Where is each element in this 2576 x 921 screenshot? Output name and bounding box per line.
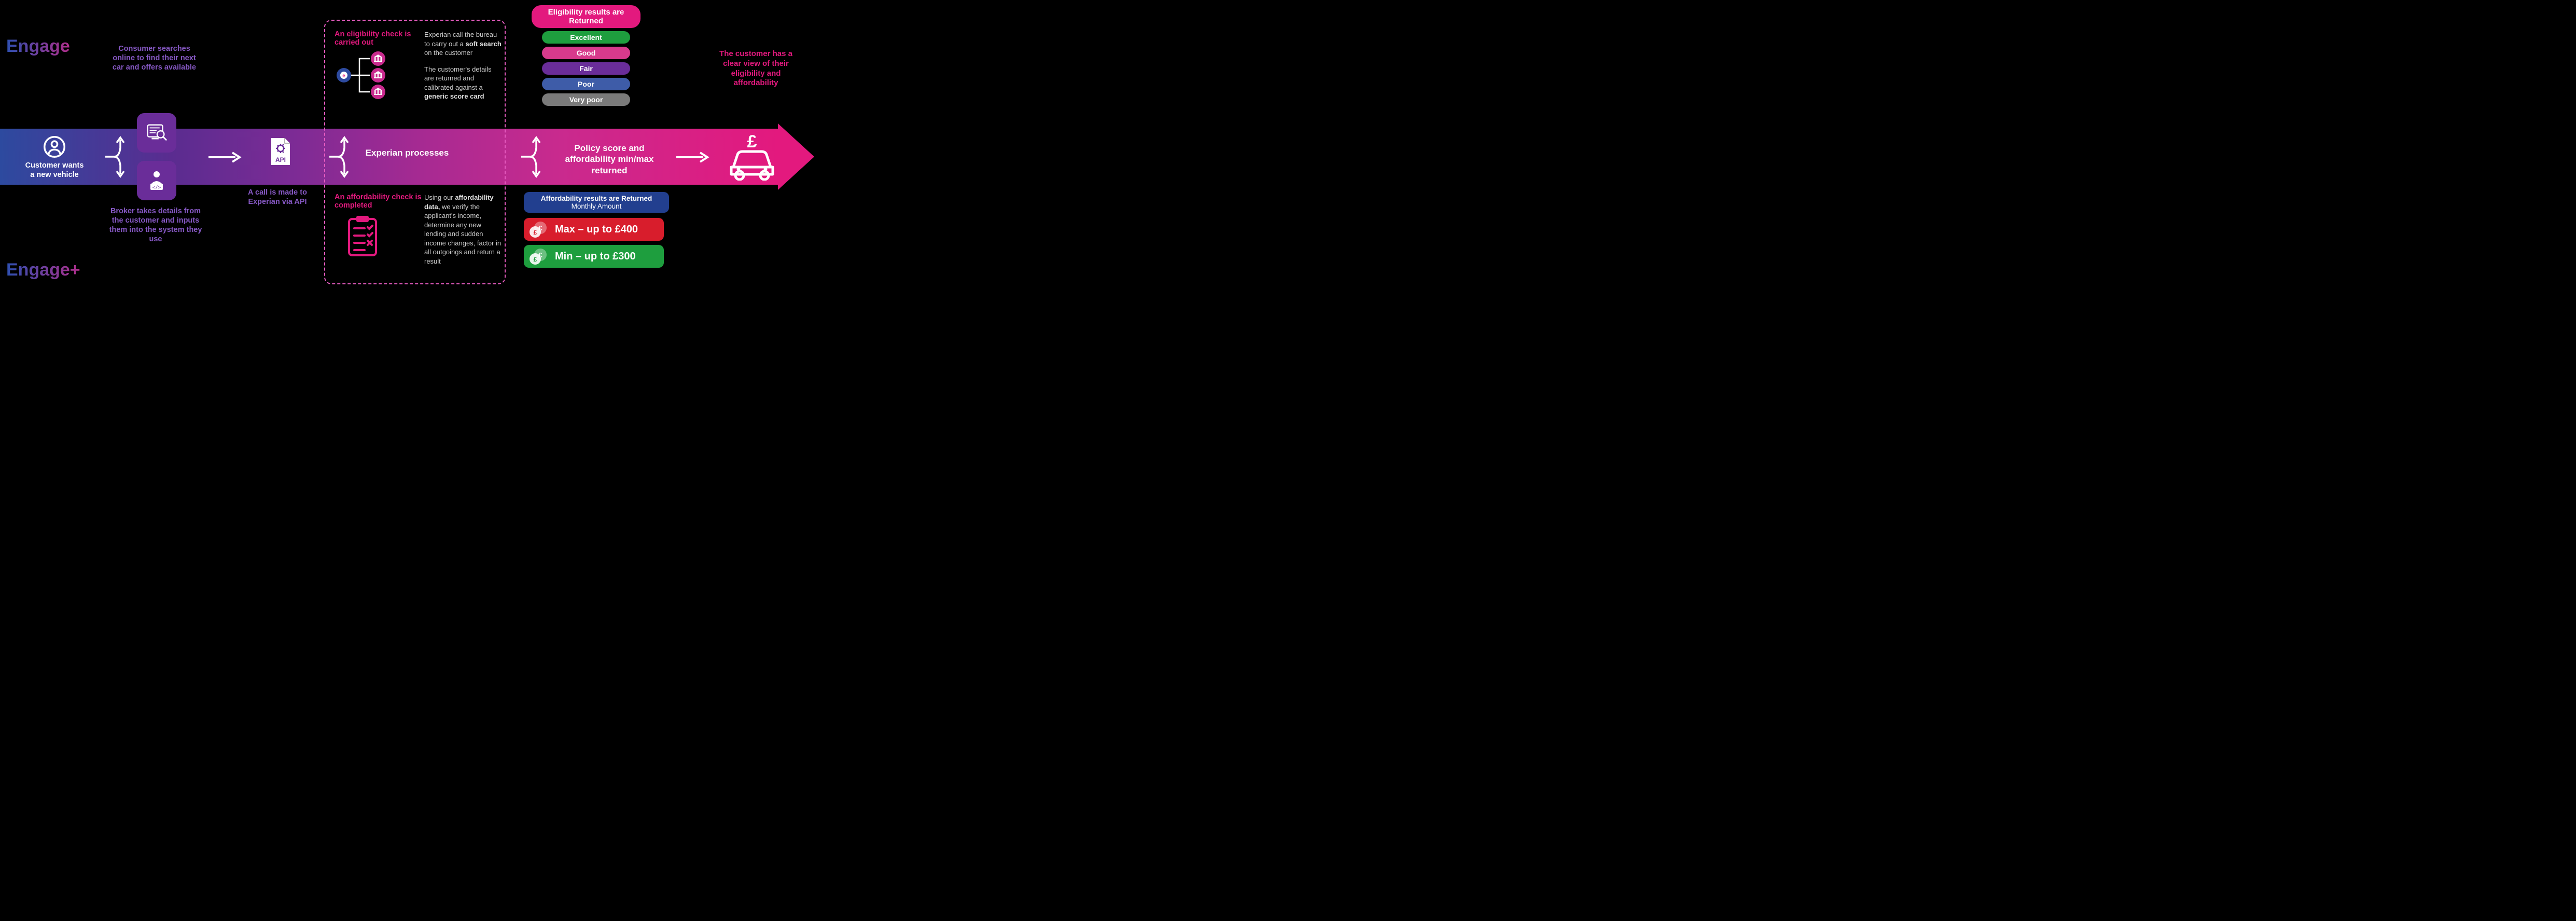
search-tile — [137, 113, 176, 153]
consumer-block: Consumer searches online to find their n… — [109, 44, 200, 72]
rating-good: Good — [542, 47, 630, 59]
affordability-title: An affordability check is completed — [335, 193, 423, 210]
affordability-results: Affordability results are Returned Month… — [524, 192, 674, 272]
api-file-icon: API — [267, 137, 293, 167]
car-pound-icon: £ — [726, 133, 778, 181]
svg-text:£: £ — [538, 251, 542, 259]
api-label: A call is made to Experian via API — [239, 188, 316, 207]
engage-label-bottom: Engage+ — [6, 260, 80, 280]
eligibility-desc: Experian call the bureau to carry out a … — [424, 30, 502, 101]
eligibility-header: Eligibility results are Returned — [532, 5, 640, 28]
affordability-header: Affordability results are Returned Month… — [524, 192, 669, 213]
affordability-min: £ £ Min – up to £300 — [524, 245, 664, 268]
broker-icon: </> — [144, 168, 169, 193]
rating-verypoor: Very poor — [542, 93, 630, 106]
eligibility-check-block: An eligibility check is carried out e — [335, 30, 423, 103]
experian-processes-label: Experian processes — [363, 147, 451, 158]
consumer-text: Consumer searches online to find their n… — [109, 44, 200, 72]
eligibility-title: An eligibility check is carried out — [335, 30, 423, 47]
engage-label-top: Engage — [6, 36, 70, 57]
svg-text:£: £ — [534, 229, 537, 236]
broker-text: Broker takes details from the customer a… — [106, 207, 205, 244]
policy-score-label: Policy score and affordability min/max r… — [555, 143, 664, 176]
affordability-check-block: An affordability check is completed — [335, 193, 423, 261]
bureau-network-icon: e — [335, 51, 402, 100]
coins-icon-min: £ £ — [528, 248, 549, 265]
arrow-right-1 — [206, 150, 243, 164]
api-node: API — [249, 137, 311, 167]
eligibility-desc-1: Experian call the bureau to carry out a … — [424, 30, 502, 58]
affordability-max: £ £ Max – up to £400 — [524, 218, 664, 241]
rating-excellent: Excellent — [542, 31, 630, 44]
split-arrow-1 — [103, 132, 134, 182]
affordability-desc: Using our affordability data, we verify … — [424, 193, 502, 266]
svg-text:£: £ — [747, 133, 757, 152]
split-arrow-2 — [327, 132, 358, 182]
screen-search-icon — [145, 121, 169, 145]
person-icon — [44, 136, 65, 158]
rating-fair: Fair — [542, 62, 630, 75]
broker-block: Broker takes details from the customer a… — [106, 207, 205, 244]
split-arrow-3 — [519, 132, 550, 182]
node-customer: Customer wants a new vehicle — [10, 136, 99, 180]
node-customer-label: Customer wants a new vehicle — [10, 161, 99, 180]
svg-text:e: e — [342, 73, 345, 79]
rating-poor: Poor — [542, 78, 630, 90]
final-label: The customer has a clear view of their e… — [716, 49, 796, 88]
svg-text:API: API — [275, 156, 286, 163]
arrow-right-2 — [674, 150, 711, 164]
eligibility-results: Eligibility results are Returned Excelle… — [532, 5, 640, 109]
broker-tile: </> — [137, 161, 176, 200]
svg-text:£: £ — [534, 256, 537, 263]
svg-text:</>: </> — [152, 185, 161, 190]
svg-text:£: £ — [538, 224, 542, 232]
eligibility-desc-2: The customer's details are returned and … — [424, 65, 502, 101]
coins-icon-max: £ £ — [528, 221, 549, 238]
clipboard-check-icon — [345, 215, 380, 258]
